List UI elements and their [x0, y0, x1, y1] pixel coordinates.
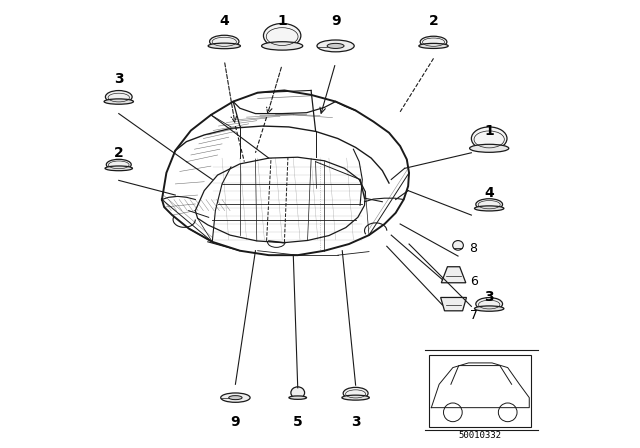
Ellipse shape: [476, 199, 502, 210]
Text: 5: 5: [293, 415, 303, 429]
Ellipse shape: [317, 40, 354, 52]
Ellipse shape: [262, 42, 303, 50]
Text: 6: 6: [470, 276, 477, 289]
Text: 3: 3: [484, 290, 494, 305]
Ellipse shape: [106, 159, 131, 170]
Ellipse shape: [452, 241, 463, 250]
Ellipse shape: [208, 43, 241, 49]
Text: 2: 2: [429, 14, 438, 28]
Ellipse shape: [209, 35, 239, 48]
Ellipse shape: [327, 43, 344, 48]
Text: 9: 9: [331, 14, 340, 28]
Text: 4: 4: [484, 186, 494, 200]
Text: 50010332: 50010332: [459, 431, 502, 440]
Text: 7: 7: [470, 309, 477, 322]
Text: 8: 8: [470, 242, 477, 255]
Text: 1: 1: [277, 14, 287, 28]
Ellipse shape: [470, 144, 509, 152]
Ellipse shape: [474, 306, 504, 311]
Ellipse shape: [343, 388, 368, 399]
Ellipse shape: [289, 396, 307, 399]
Text: 1: 1: [484, 124, 494, 138]
Text: 2: 2: [114, 146, 124, 160]
Ellipse shape: [221, 393, 250, 402]
Ellipse shape: [419, 43, 448, 48]
Ellipse shape: [264, 23, 301, 48]
Text: 4: 4: [220, 14, 229, 28]
Ellipse shape: [106, 90, 132, 103]
Ellipse shape: [474, 206, 504, 211]
Text: 3: 3: [114, 72, 124, 86]
Ellipse shape: [228, 396, 242, 400]
Bar: [429, 355, 531, 426]
Ellipse shape: [420, 36, 447, 47]
Ellipse shape: [291, 387, 305, 399]
Ellipse shape: [476, 297, 502, 310]
Ellipse shape: [472, 127, 507, 150]
Ellipse shape: [104, 99, 134, 104]
Polygon shape: [441, 297, 467, 311]
Ellipse shape: [105, 166, 132, 171]
Text: 9: 9: [230, 415, 240, 429]
Polygon shape: [442, 267, 466, 283]
Ellipse shape: [342, 395, 369, 400]
Text: 3: 3: [351, 415, 360, 429]
